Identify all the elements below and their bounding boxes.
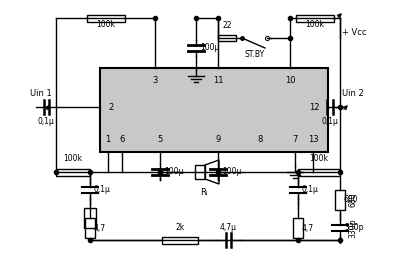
Text: 4,7: 4,7 — [94, 224, 106, 232]
Text: 100k: 100k — [96, 20, 115, 29]
Bar — [195, 165, 205, 179]
Bar — [100, 68, 328, 152]
Text: 2k: 2k — [175, 223, 185, 232]
Bar — [218, 35, 236, 41]
Text: 0,1μ: 0,1μ — [38, 117, 54, 126]
Bar — [56, 168, 90, 176]
Text: 0,1μ: 0,1μ — [94, 185, 111, 195]
Text: 4,7: 4,7 — [302, 224, 314, 232]
Text: Uin 2: Uin 2 — [342, 88, 364, 98]
Text: 330p: 330p — [348, 218, 357, 238]
Text: 4,7μ: 4,7μ — [220, 223, 236, 232]
Text: 100μ: 100μ — [222, 167, 241, 177]
Text: 100μ: 100μ — [164, 167, 183, 177]
Text: 12: 12 — [310, 103, 320, 112]
Text: 1: 1 — [105, 135, 111, 144]
Text: 5: 5 — [157, 135, 163, 144]
Text: 100k: 100k — [64, 154, 82, 163]
Text: 0,1μ: 0,1μ — [302, 185, 319, 195]
Text: 6: 6 — [119, 135, 125, 144]
Bar — [335, 190, 345, 210]
Text: Uin 1: Uin 1 — [30, 88, 52, 98]
Text: ST.BY: ST.BY — [245, 50, 265, 59]
Text: 13: 13 — [308, 135, 318, 144]
Text: 100k: 100k — [310, 154, 328, 163]
Text: 10: 10 — [285, 76, 295, 85]
Text: 8: 8 — [257, 135, 263, 144]
Text: 7: 7 — [292, 135, 298, 144]
Bar — [298, 168, 340, 176]
Bar — [85, 218, 95, 238]
Text: 330p: 330p — [344, 224, 364, 232]
Text: 100k: 100k — [306, 20, 324, 29]
Text: 11: 11 — [213, 76, 223, 85]
Text: 0,1μ: 0,1μ — [322, 117, 338, 126]
Text: 680: 680 — [344, 196, 358, 204]
Bar — [293, 218, 303, 238]
Text: + Vcc: + Vcc — [342, 28, 366, 37]
Text: 2: 2 — [108, 103, 113, 112]
Bar — [86, 14, 124, 22]
Text: 100μ: 100μ — [200, 43, 219, 53]
Text: 9: 9 — [215, 135, 221, 144]
Bar — [84, 208, 96, 228]
Text: Rₗ: Rₗ — [200, 188, 208, 197]
Bar — [296, 14, 334, 22]
Text: 3: 3 — [152, 76, 158, 85]
Text: 22: 22 — [222, 21, 232, 30]
Bar — [162, 236, 198, 244]
Text: 680: 680 — [348, 193, 357, 207]
